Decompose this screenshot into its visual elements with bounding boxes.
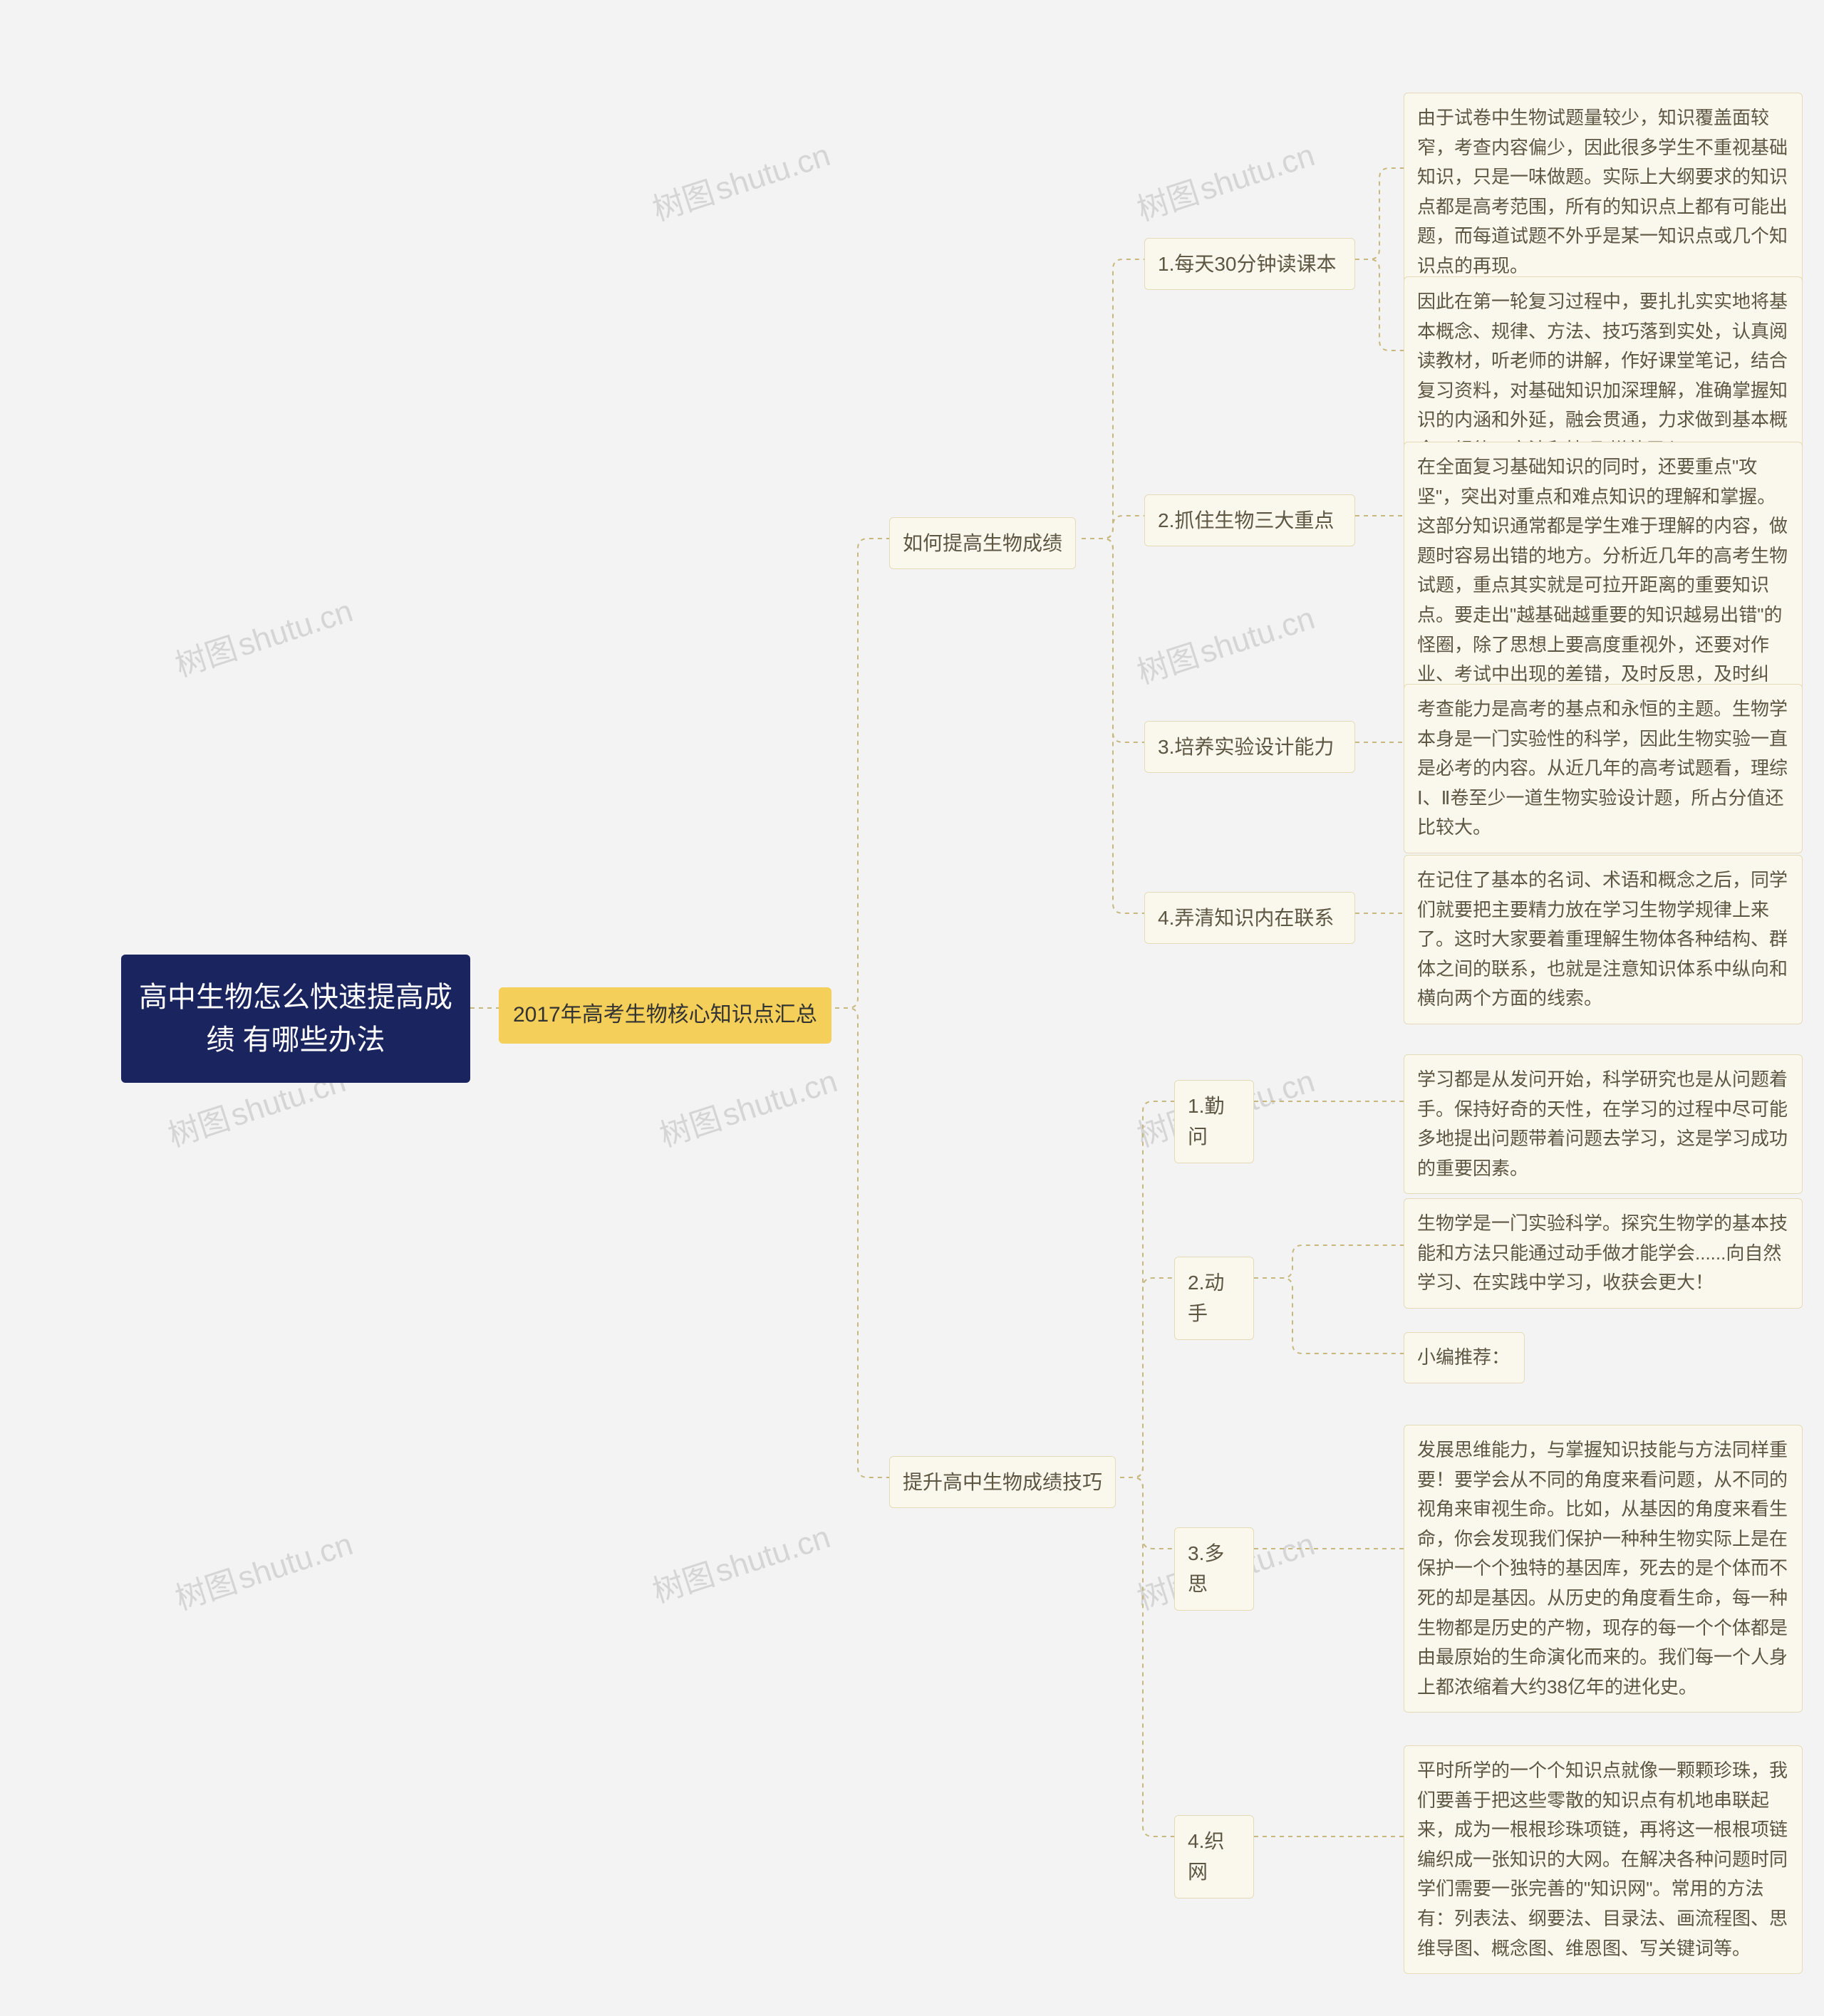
leaf-b2-2: 小编推荐： (1404, 1332, 1525, 1383)
node-b3: 3.多思 (1174, 1527, 1254, 1611)
node-a4: 4.弄清知识内在联系 (1144, 892, 1355, 944)
node-b1: 1.勤问 (1174, 1080, 1254, 1163)
node-a3: 3.培养实验设计能力 (1144, 721, 1355, 773)
node-a1: 1.每天30分钟读课本 (1144, 238, 1355, 290)
root-node: 高中生物怎么快速提高成绩 有哪些办法 (121, 955, 470, 1083)
node-a2: 2.抓住生物三大重点 (1144, 494, 1355, 546)
node-b4: 4.织网 (1174, 1815, 1254, 1898)
section-a-title: 如何提高生物成绩 (889, 517, 1076, 569)
leaf-b4-1: 平时所学的一个个知识点就像一颗颗珍珠，我们要善于把这些零散的知识点有机地串联起来… (1404, 1745, 1803, 1974)
leaf-b2-1: 生物学是一门实验科学。探究生物学的基本技能和方法只能通过动手做才能学会.....… (1404, 1198, 1803, 1309)
level1-node: 2017年高考生物核心知识点汇总 (499, 987, 831, 1044)
leaf-b1-1: 学习都是从发问开始，科学研究也是从问题着手。保持好奇的天性，在学习的过程中尽可能… (1404, 1054, 1803, 1194)
leaf-a3-1: 考查能力是高考的基点和永恒的主题。生物学本身是一门实验性的科学，因此生物实验一直… (1404, 684, 1803, 853)
leaf-b3-1: 发展思维能力，与掌握知识技能与方法同样重要！要学会从不同的角度来看问题，从不同的… (1404, 1425, 1803, 1713)
section-b-title: 提升高中生物成绩技巧 (889, 1456, 1116, 1508)
leaf-a1-1: 由于试卷中生物试题量较少，知识覆盖面较窄，考查内容偏少，因此很多学生不重视基础知… (1404, 93, 1803, 292)
leaf-a4-1: 在记住了基本的名词、术语和概念之后，同学们就要把主要精力放在学习生物学规律上来了… (1404, 855, 1803, 1024)
node-b2: 2.动手 (1174, 1257, 1254, 1340)
